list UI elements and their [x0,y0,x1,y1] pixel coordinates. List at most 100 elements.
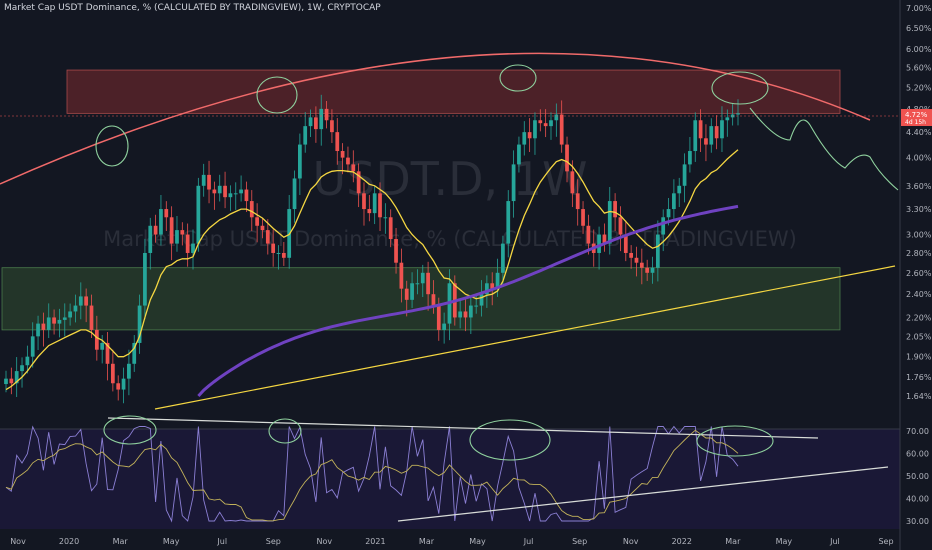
candle-body [661,217,666,235]
candle-body [116,383,121,390]
time-tick-label: 2021 [365,537,385,546]
candle-body [517,144,521,165]
candle-body [89,305,94,330]
candle-body [597,234,601,253]
candle-body [78,296,83,306]
candle-body [618,217,623,235]
candle-body [693,120,698,152]
resistance-zone [66,69,841,114]
candle-body [185,234,190,253]
candle-body [255,217,259,226]
time-tick-label: Mar [113,537,129,546]
rsi-ma-line [5,429,739,522]
time-tick-label: May [469,537,486,546]
candle-body [399,262,404,289]
price-tick-label: 5.60% [906,64,932,73]
price-tick-label: 1.64% [906,392,932,401]
candle-body [458,311,463,318]
candle-body [736,113,740,115]
candle-body [351,164,356,172]
candle-body [121,378,126,390]
candle-body [639,262,644,268]
candle-body [436,305,441,330]
candle-body [217,185,222,194]
candle-body [554,114,559,121]
candle-body [180,230,185,235]
candle-body [442,323,447,330]
candle-body [463,311,468,318]
candle-body [559,114,564,145]
annotation-circle [499,64,537,92]
rsi-line [5,425,739,523]
rsi-annotation-circle [103,415,157,445]
time-tick-label: 2020 [59,537,79,546]
rsi-annotation-circle [469,419,551,461]
candle-body [36,323,40,337]
price-axis[interactable]: 7.00%6.50%6.00%5.60%5.20%4.80%4.40%4.00%… [906,4,932,401]
candle-body [468,305,473,318]
candle-body [543,123,548,127]
candle-body [714,126,719,139]
price-tick-label: 4.40% [906,128,932,137]
candle-body [538,120,543,124]
candle-body [223,185,227,198]
price-label-value: 4.72% [905,111,928,119]
watermark-description: Market Cap USDT Dominance, % (CALCULATED… [103,227,797,251]
candle-body [57,319,62,324]
candle-body [281,252,286,258]
candle-body [132,342,137,364]
candle-body [672,193,676,210]
candle-body [362,193,366,210]
rsi-lower-trendline [397,466,889,522]
candle-body [260,225,265,231]
candle-body [175,230,179,244]
candle-body [725,117,730,121]
annotation-circle [711,71,769,105]
candle-body [511,164,516,202]
candle-body [20,365,24,372]
candle-body [9,378,14,384]
candle-body [720,120,724,139]
candle-body [100,342,105,350]
candle-body [404,288,409,300]
candle-body [276,252,281,254]
candle-body [239,189,243,194]
time-tick-label: Nov [10,537,26,546]
candle-body [233,193,238,195]
candle-body [249,201,254,218]
price-tick-label: 6.00% [906,45,932,54]
candle-body [431,294,436,306]
time-tick-label: Jul [216,537,227,546]
long-support-line [154,265,896,410]
rsi-tick-label: 60.00 [906,450,929,459]
time-tick-label: May [776,537,793,546]
candle-body [207,174,211,190]
time-tick-label: May [163,537,180,546]
candle-body [143,252,147,306]
candle-body [704,138,708,145]
candle-body [196,185,201,244]
time-tick-label: Nov [317,537,333,546]
rsi-annotation-circle [268,418,302,444]
candle-body [62,317,67,320]
candle-body [319,108,324,130]
chart-title: Market Cap USDT Dominance, % (CALCULATED… [4,3,381,13]
candle-body [394,239,398,263]
rsi-tick-label: 70.00 [906,427,929,436]
candle-body [378,193,382,218]
price-tick-label: 4.00% [906,154,932,163]
candle-body [474,305,479,307]
candle-body [356,171,361,194]
time-axis[interactable]: Nov 2020 Mar May Jul Sep Nov 2021 Mar May Jul Sep No… [10,537,893,546]
time-tick-label: Mar [419,537,435,546]
candle-body [506,201,511,244]
candle-body [501,243,505,273]
candle-body [228,193,233,198]
candle-body [52,317,56,324]
candle-body [292,178,297,210]
candle-body [634,257,639,263]
candle-body [549,120,553,127]
candle-body [127,363,131,379]
candle-body [410,283,414,300]
